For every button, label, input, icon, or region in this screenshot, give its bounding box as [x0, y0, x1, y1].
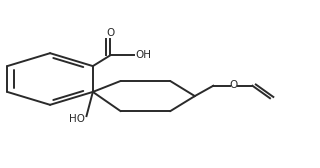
Text: OH: OH: [136, 50, 152, 60]
Text: O: O: [106, 28, 115, 38]
Text: O: O: [230, 80, 238, 90]
Text: HO: HO: [69, 114, 85, 124]
